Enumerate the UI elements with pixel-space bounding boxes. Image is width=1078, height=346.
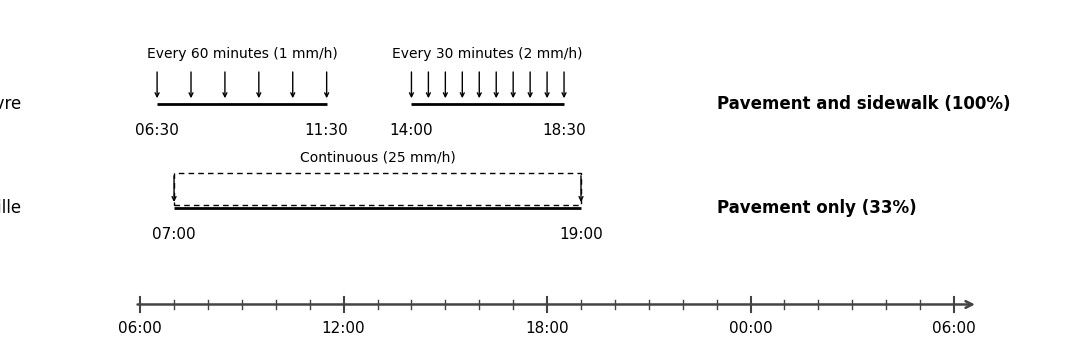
Text: 07:00: 07:00	[152, 227, 196, 242]
Text: 12:00: 12:00	[322, 321, 365, 336]
Text: Belleville: Belleville	[0, 199, 22, 217]
Text: 19:00: 19:00	[559, 227, 603, 242]
Text: Pavement only (33%): Pavement only (33%)	[717, 199, 916, 217]
Text: Louvre: Louvre	[0, 95, 22, 113]
Text: Every 60 minutes (1 mm/h): Every 60 minutes (1 mm/h)	[147, 47, 337, 61]
Text: 18:00: 18:00	[525, 321, 569, 336]
Text: 00:00: 00:00	[729, 321, 772, 336]
Text: 06:00: 06:00	[119, 321, 162, 336]
Text: Pavement and sidewalk (100%): Pavement and sidewalk (100%)	[717, 95, 1010, 113]
Text: 06:30: 06:30	[135, 123, 179, 138]
Text: Every 30 minutes (2 mm/h): Every 30 minutes (2 mm/h)	[392, 47, 583, 61]
Text: 06:00: 06:00	[932, 321, 976, 336]
Text: 14:00: 14:00	[389, 123, 433, 138]
Text: 11:30: 11:30	[305, 123, 348, 138]
Text: 18:30: 18:30	[542, 123, 586, 138]
Text: Continuous (25 mm/h): Continuous (25 mm/h)	[300, 151, 455, 164]
